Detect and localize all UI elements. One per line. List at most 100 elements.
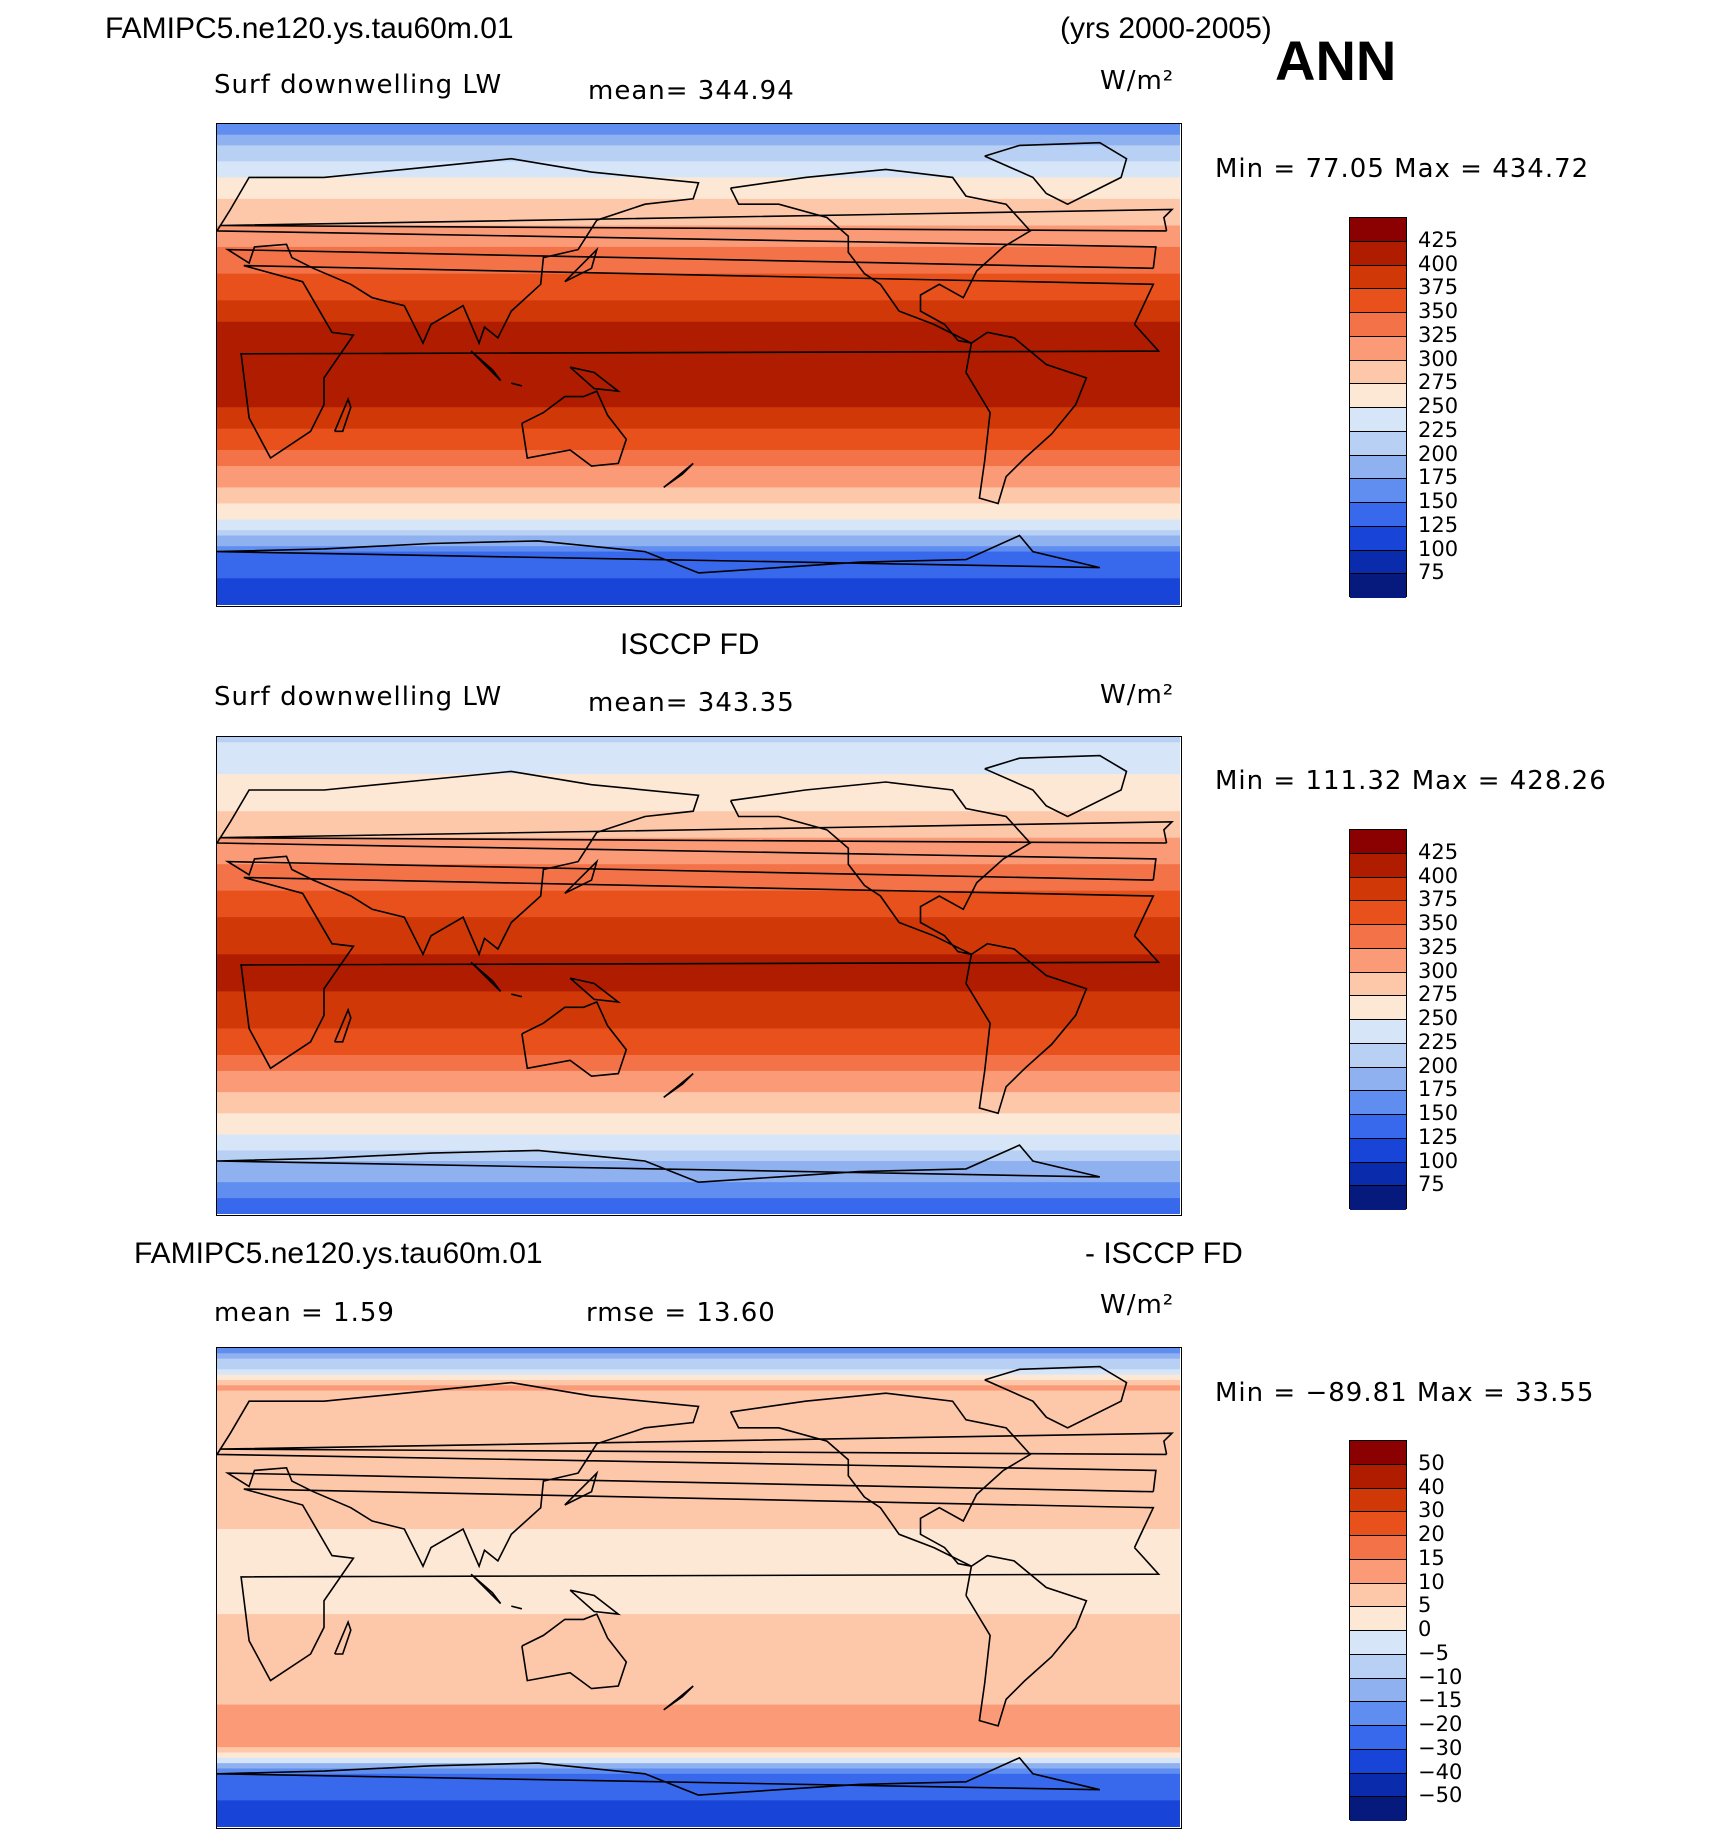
colorbar-tick-label: 400 bbox=[1418, 863, 1459, 888]
colorbar-tick-label: 200 bbox=[1418, 1053, 1459, 1078]
lat-band-24 bbox=[217, 1475, 1180, 1482]
lat-band-24 bbox=[217, 252, 1180, 259]
lat-band-77 bbox=[217, 1145, 1180, 1151]
coastline-0 bbox=[240, 876, 1161, 1070]
panel2-map bbox=[216, 736, 1182, 1216]
case-title: FAMIPC5.ne120.ys.tau60m.01 bbox=[105, 12, 514, 45]
lat-band-83 bbox=[217, 567, 1180, 574]
lat-band-22 bbox=[217, 853, 1180, 860]
lat-band-77 bbox=[217, 535, 1180, 542]
colorbar-tick-label: 15 bbox=[1418, 1545, 1445, 1570]
colorbar-swatch bbox=[1350, 1091, 1406, 1115]
colorbar-swatch bbox=[1350, 241, 1406, 266]
lat-band-0 bbox=[217, 737, 1180, 743]
colorbar-swatch bbox=[1350, 996, 1406, 1020]
lat-band-10 bbox=[217, 790, 1180, 796]
lat-band-16 bbox=[217, 209, 1180, 216]
lat-band-32 bbox=[217, 1518, 1180, 1525]
lat-band-70 bbox=[217, 498, 1180, 505]
lat-band-49 bbox=[217, 996, 1180, 1003]
lat-band-3 bbox=[217, 1363, 1180, 1370]
lat-band-16 bbox=[217, 821, 1180, 828]
lat-band-47 bbox=[217, 1598, 1180, 1605]
colorbar-swatch bbox=[1350, 1020, 1406, 1044]
lat-band-20 bbox=[217, 230, 1180, 237]
lat-band-26 bbox=[217, 874, 1180, 881]
lat-band-62 bbox=[217, 1677, 1180, 1684]
colorbar-swatch bbox=[1350, 336, 1406, 361]
lat-band-69 bbox=[217, 1102, 1180, 1109]
colorbar-swatch bbox=[1350, 1162, 1406, 1187]
lat-band-15 bbox=[217, 816, 1180, 823]
lat-band-1 bbox=[217, 129, 1180, 136]
colorbar-swatch bbox=[1350, 360, 1406, 385]
lat-band-77 bbox=[217, 1757, 1180, 1764]
lat-band-13 bbox=[217, 193, 1180, 200]
panel3-rmse: rmse = 13.60 bbox=[586, 1298, 776, 1328]
colorbar-swatch bbox=[1350, 218, 1406, 242]
colorbar-swatch bbox=[1350, 265, 1406, 290]
coastline-5 bbox=[984, 1365, 1128, 1429]
colorbar-tick-label: 100 bbox=[1418, 536, 1459, 561]
lat-band-57 bbox=[217, 1039, 1180, 1045]
lat-band-37 bbox=[217, 1544, 1180, 1551]
colorbar-tick-label: 375 bbox=[1418, 275, 1459, 300]
panel3-colorbar bbox=[1349, 1440, 1407, 1821]
lat-band-37 bbox=[217, 933, 1180, 939]
lat-band-82 bbox=[217, 562, 1180, 569]
lat-band-8 bbox=[217, 1390, 1180, 1397]
lat-band-58 bbox=[217, 433, 1180, 440]
lat-band-26 bbox=[217, 262, 1180, 269]
lat-band-52 bbox=[217, 401, 1180, 408]
lat-band-10 bbox=[217, 177, 1180, 184]
lat-band-60 bbox=[217, 444, 1180, 451]
colorbar-tick-label: 225 bbox=[1418, 1029, 1459, 1054]
colorbar-tick-label: 20 bbox=[1418, 1522, 1445, 1547]
colorbar-swatch bbox=[1350, 1797, 1406, 1821]
lat-band-18 bbox=[217, 1443, 1180, 1450]
lat-band-6 bbox=[217, 1379, 1180, 1386]
lat-band-71 bbox=[217, 1725, 1180, 1732]
lat-band-5 bbox=[217, 150, 1180, 157]
lat-band-56 bbox=[217, 1646, 1180, 1652]
lat-band-3 bbox=[217, 752, 1180, 759]
lat-band-52 bbox=[217, 1012, 1180, 1019]
lat-band-89 bbox=[217, 1821, 1180, 1827]
lat-band-36 bbox=[217, 1539, 1180, 1546]
colorbar-tick-label: 225 bbox=[1418, 417, 1459, 442]
lat-band-1 bbox=[217, 742, 1180, 749]
lat-band-65 bbox=[217, 1081, 1180, 1088]
lat-band-43 bbox=[217, 1576, 1180, 1583]
colorbar-swatch bbox=[1350, 574, 1406, 598]
colorbar-tick-label: 275 bbox=[1418, 370, 1459, 395]
lat-band-6 bbox=[217, 156, 1180, 163]
panel3-title-left: FAMIPC5.ne120.ys.tau60m.01 bbox=[134, 1237, 543, 1270]
colorbar-tick-label: 350 bbox=[1418, 911, 1459, 936]
lat-band-45 bbox=[217, 975, 1180, 982]
colorbar-tick-label: 10 bbox=[1418, 1569, 1445, 1594]
lat-band-53 bbox=[217, 407, 1180, 414]
lat-band-37 bbox=[217, 321, 1180, 328]
lat-band-12 bbox=[217, 1411, 1180, 1418]
panel1-mean: mean= 344.94 bbox=[588, 76, 795, 106]
colorbar-swatch bbox=[1350, 901, 1406, 925]
lat-band-34 bbox=[217, 917, 1180, 924]
coastline-2 bbox=[729, 1392, 1032, 1567]
lat-band-35 bbox=[217, 311, 1180, 317]
coastline-3 bbox=[965, 1554, 1088, 1727]
colorbar-swatch bbox=[1350, 384, 1406, 408]
colorbar-swatch bbox=[1350, 1115, 1406, 1139]
lat-band-18 bbox=[217, 220, 1180, 227]
lat-band-11 bbox=[217, 182, 1180, 189]
panel1-units: W/m² bbox=[1100, 66, 1175, 96]
lat-band-32 bbox=[217, 295, 1180, 301]
lat-band-33 bbox=[217, 1523, 1180, 1530]
lat-band-4 bbox=[217, 1369, 1180, 1376]
lat-band-57 bbox=[217, 428, 1180, 435]
coastline-9 bbox=[569, 1589, 622, 1616]
coastline-0 bbox=[240, 1488, 1161, 1682]
panel3-title-right: - ISCCP FD bbox=[1085, 1237, 1243, 1270]
lat-band-68 bbox=[217, 487, 1180, 494]
lat-band-86 bbox=[217, 1192, 1180, 1199]
lat-band-67 bbox=[217, 1704, 1180, 1711]
